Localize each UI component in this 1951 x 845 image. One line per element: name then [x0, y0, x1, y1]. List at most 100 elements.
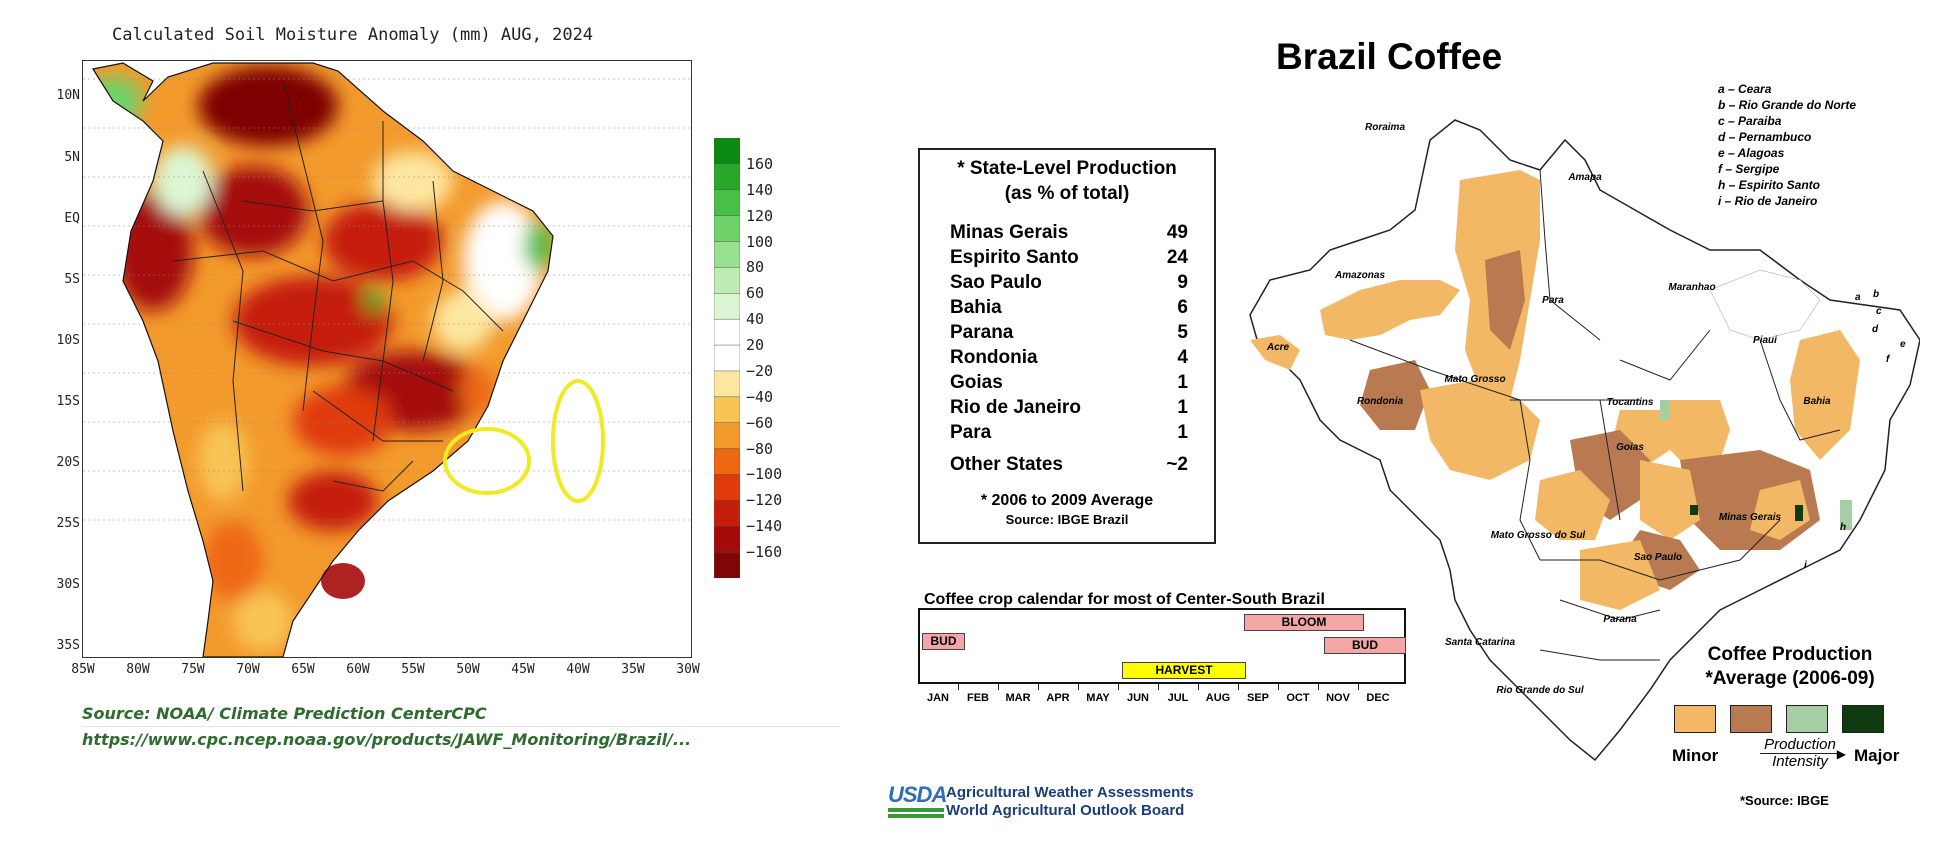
coastline	[92, 62, 554, 657]
map-label-h: h	[1840, 522, 1846, 533]
lat-label: 10N	[56, 88, 80, 103]
production-table-box: * State-Level Production (as % of total)…	[918, 148, 1216, 544]
highlight-ellipse-espirito-santo	[551, 379, 605, 503]
production-source: Source: IBGE Brazil	[1005, 512, 1129, 527]
legend-intensity-line2: Intensity	[1772, 753, 1828, 770]
anomaly-blob	[363, 289, 383, 313]
grid-lines	[83, 78, 691, 521]
calendar-tick	[1038, 684, 1039, 690]
state-value: 1	[1177, 422, 1188, 443]
month-label: FEB	[967, 692, 989, 704]
abbr-key: h – Espirito Santo	[1718, 178, 1821, 192]
production-area-minor	[1420, 380, 1540, 480]
colorbar-cell	[714, 138, 740, 165]
soil-source-url[interactable]: https://www.cpc.ncep.noaa.gov/products/J…	[82, 730, 692, 749]
map-label-rio-grande-do-sul: Rio Grande do Sul	[1496, 685, 1583, 696]
usda-line1: Agricultural Weather Assessments	[946, 784, 1194, 801]
brazil-coffee-map: Roraima Amapa Amazonas Para Maranhao Pia…	[1249, 119, 1920, 762]
production-legend-title: Coffee Production *Average (2006-09)	[1690, 643, 1890, 691]
map-label-piaui: Piaui	[1753, 335, 1777, 346]
state-borders	[1349, 169, 1841, 661]
lon-label: 55W	[401, 662, 425, 677]
lon-label: 35W	[621, 662, 645, 677]
abbr-key: d – Pernambuco	[1718, 130, 1812, 144]
state-name: Espirito Santo	[950, 247, 1079, 268]
state-value: 1	[1177, 397, 1188, 418]
lon-label: 80W	[126, 662, 150, 677]
ocean-anomaly	[321, 563, 365, 599]
bud-bar-jan: BUD	[922, 633, 965, 650]
legend-swatch-minor	[1674, 705, 1716, 733]
map-label-maranhao: Maranhao	[1668, 282, 1715, 293]
source-divider	[82, 726, 840, 727]
lat-label: 15S	[56, 394, 80, 409]
state-name: Para	[950, 422, 992, 443]
map-label-d: d	[1872, 324, 1879, 335]
colorbar-cell	[714, 525, 740, 553]
anomaly-blob	[153, 146, 213, 216]
colorbar-cell	[714, 267, 740, 295]
map-label-c: c	[1876, 306, 1882, 317]
map-label-mato-grosso: Mato Grosso	[1444, 374, 1505, 385]
production-area-low-intensity	[1840, 500, 1852, 530]
state-name: Minas Gerais	[950, 222, 1069, 243]
calendar-tick	[1358, 684, 1359, 690]
map-label-para: Para	[1542, 295, 1564, 306]
colorbar-label: −100	[746, 465, 783, 484]
colorbar-cell	[714, 163, 740, 191]
month-label: AUG	[1205, 692, 1231, 704]
map-label-e: e	[1900, 339, 1906, 350]
map-label-goias: Goias	[1616, 442, 1644, 453]
lon-label: 50W	[456, 662, 480, 677]
production-area-minor	[1660, 400, 1730, 460]
anomaly-blob	[463, 201, 543, 321]
lon-label: 45W	[511, 662, 535, 677]
production-area-minor	[1580, 540, 1660, 610]
month-label: OCT	[1286, 692, 1310, 704]
abbr-key: c – Paraiba	[1718, 114, 1782, 128]
map-label-mato-grosso-do-sul: Mato Grosso do Sul	[1491, 530, 1586, 541]
month-label: JUN	[1126, 692, 1149, 704]
colorbar-cell	[714, 422, 740, 450]
production-heading: * State-Level Production	[957, 158, 1177, 179]
colorbar-label: −60	[746, 413, 774, 432]
colorbar-cell	[714, 500, 740, 527]
anomaly-blob	[460, 367, 496, 415]
legend-swatch-high	[1786, 705, 1828, 733]
abbr-key: a – Ceara	[1718, 82, 1772, 96]
month-label: MAR	[1005, 692, 1031, 704]
lat-label: 10S	[56, 333, 80, 348]
anomaly-blob	[198, 166, 308, 256]
map-label-tocantins: Tocantins	[1607, 397, 1654, 408]
abbr-key: e – Alagoas	[1718, 146, 1785, 160]
calendar-title: Coffee crop calendar for most of Center-…	[924, 591, 1325, 608]
abbr-key: b – Rio Grande do Norte	[1718, 98, 1857, 112]
anomaly-blob	[198, 421, 248, 501]
map-label-rondonia: Rondonia	[1357, 396, 1404, 407]
anomaly-blob	[524, 221, 552, 271]
colorbar-label: −160	[746, 543, 783, 562]
map-label-i: i	[1804, 560, 1807, 571]
lon-label: 40W	[566, 662, 590, 677]
month-label: SEP	[1246, 692, 1269, 704]
map-label-santa-catarina: Santa Catarina	[1445, 637, 1515, 648]
anomaly-blob	[288, 471, 378, 531]
state-value: 9	[1177, 272, 1188, 293]
legend-source: *Source: IBGE	[1740, 793, 1829, 808]
colorbar-cell	[714, 474, 740, 502]
state-value: 49	[1166, 222, 1188, 243]
lon-label: 65W	[291, 662, 315, 677]
anomaly-blob	[373, 151, 453, 211]
legend-intensity-label: Production ▶ Intensity	[1760, 737, 1846, 770]
other-states-value: ~2	[1166, 454, 1188, 475]
borders	[172, 80, 504, 492]
anomaly-blob	[198, 66, 338, 146]
colorbar-cell	[714, 189, 740, 217]
colorbar-cell	[714, 344, 740, 372]
colorbar-label: −40	[746, 387, 774, 406]
highlight-ellipse-sao-paulo	[443, 427, 531, 495]
bud-bar-nov-dec: BUD	[1324, 637, 1406, 654]
legend-minor-label: Minor	[1672, 746, 1719, 765]
map-label-sao-paulo: Sao Paulo	[1634, 552, 1682, 563]
state-name: Parana	[950, 322, 1014, 343]
